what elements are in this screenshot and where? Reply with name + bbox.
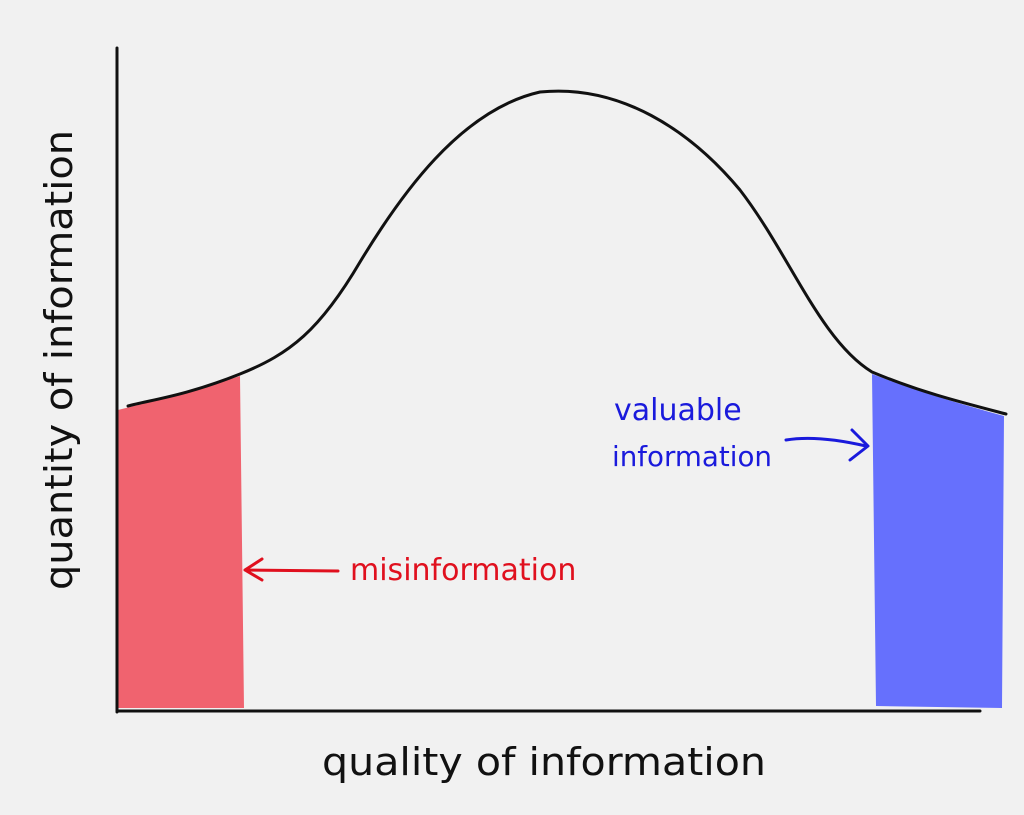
misinformation-label: misinformation [350, 553, 576, 588]
valuable-label-line2: information [612, 440, 772, 473]
misinformation-arrow [243, 557, 340, 582]
distribution-curve [126, 89, 1008, 416]
valuable-arrow [784, 428, 870, 462]
x-axis-label: quality of information [322, 740, 766, 784]
valuable-region [872, 374, 1004, 708]
misinformation-region [118, 376, 244, 708]
y-axis-label: quantity of information [37, 130, 81, 590]
valuable-label-line1: valuable [614, 393, 742, 428]
